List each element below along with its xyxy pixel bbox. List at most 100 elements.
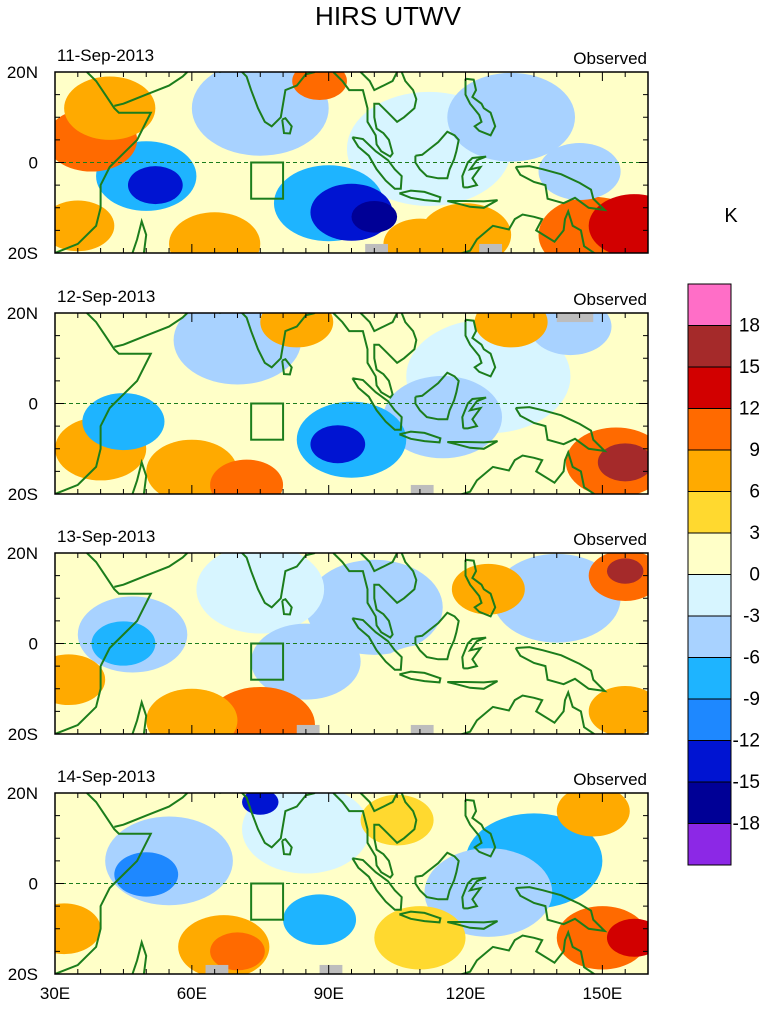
missing-data xyxy=(410,724,434,734)
y-tick-label: 20N xyxy=(7,63,38,82)
coastline xyxy=(459,929,596,974)
coastline xyxy=(464,558,497,618)
anomaly-contour xyxy=(606,558,644,584)
y-tick-label: 0 xyxy=(29,635,38,654)
anomaly-contour xyxy=(242,793,370,874)
coastline xyxy=(399,670,442,684)
panel-label: Observed xyxy=(573,290,647,309)
colorbar-swatch xyxy=(687,823,732,866)
anomaly-contour xyxy=(292,72,347,101)
missing-data xyxy=(410,484,434,494)
colorbar-swatch xyxy=(687,532,732,575)
coastline xyxy=(414,851,460,901)
x-tick-label: 150E xyxy=(583,984,623,1003)
coastline xyxy=(131,938,148,974)
colorbar-label: -6 xyxy=(743,648,760,669)
anomaly-contour xyxy=(383,375,503,459)
anomaly-contour xyxy=(556,793,630,837)
anomaly-contour xyxy=(447,72,576,162)
y-tick-label: 20N xyxy=(7,544,38,563)
coastline xyxy=(447,920,498,930)
colorbar-label: 15 xyxy=(739,357,760,378)
anomaly-contour xyxy=(588,686,648,734)
anomaly-contour xyxy=(196,553,325,634)
colorbar-label: 0 xyxy=(749,565,760,586)
field xyxy=(55,72,648,253)
colorbar-swatch xyxy=(687,449,732,492)
colorbar-label: -18 xyxy=(733,814,760,835)
anomaly-contour xyxy=(538,143,621,201)
missing-data xyxy=(296,724,320,734)
coastline xyxy=(281,357,293,376)
units-label: K xyxy=(724,205,738,227)
x-tick-label: 120E xyxy=(446,984,486,1003)
coastline xyxy=(351,617,403,671)
coastline xyxy=(447,440,498,450)
anomaly-contour xyxy=(55,654,106,706)
coastline xyxy=(332,793,418,879)
colorbar-label: -12 xyxy=(733,731,760,752)
anomaly-contour xyxy=(492,553,621,643)
colorbar-swatch xyxy=(687,615,732,658)
anomaly-contour xyxy=(360,794,434,846)
coastline xyxy=(332,313,418,399)
panel-date: 12-Sep-2013 xyxy=(57,287,155,306)
coastline xyxy=(461,636,487,670)
colorbar-label: -15 xyxy=(733,772,760,793)
field xyxy=(55,553,648,734)
anomaly-contour xyxy=(210,459,284,494)
study-box xyxy=(250,882,285,921)
anomaly-contour xyxy=(82,393,165,451)
anomaly-contour xyxy=(474,313,548,348)
colorbar-label: 3 xyxy=(749,523,760,544)
panel: 20N 0 20S 12-Sep-2013 Observed xyxy=(7,287,649,504)
anomaly-contour xyxy=(451,563,525,615)
colorbar-label: -9 xyxy=(743,689,760,710)
anomaly-contour xyxy=(283,894,357,946)
anomaly-contour xyxy=(597,443,648,482)
panel-date: 13-Sep-2013 xyxy=(57,527,155,546)
anomaly-contour xyxy=(91,621,156,666)
y-tick-label: 0 xyxy=(29,154,38,173)
coastline xyxy=(55,793,153,974)
panel-date: 11-Sep-2013 xyxy=(57,46,154,65)
anomaly-contour xyxy=(169,212,261,253)
coastline xyxy=(414,371,460,421)
coastline xyxy=(459,689,596,734)
missing-data xyxy=(365,243,388,253)
panel: 20N 0 20S 11-Sep-2013 Observed xyxy=(7,46,649,263)
anomaly-contour xyxy=(606,918,648,957)
panel-date: 14-Sep-2013 xyxy=(57,767,155,786)
coastline xyxy=(459,208,596,253)
coastline xyxy=(219,313,316,369)
anomaly-contour xyxy=(127,166,183,205)
colorbar-swatch xyxy=(687,574,732,617)
coastline xyxy=(219,553,316,609)
colorbar-swatch xyxy=(687,283,732,326)
coastline xyxy=(219,793,316,849)
panel: 20N 0 20S 14-Sep-2013 Observed 30E 60E 90E 120E 1… xyxy=(7,767,649,1003)
coastline xyxy=(55,553,153,734)
anomaly-contour xyxy=(374,906,466,970)
anomaly-contour xyxy=(260,313,334,348)
coastline xyxy=(447,199,498,209)
coastline xyxy=(459,449,596,494)
colorbar-swatch xyxy=(687,781,732,824)
anomaly-contour xyxy=(64,76,156,140)
coastline xyxy=(514,886,608,933)
panel-label: Observed xyxy=(573,49,647,68)
colorbar-label: 6 xyxy=(749,482,760,503)
coastline xyxy=(461,876,487,910)
missing-data xyxy=(319,964,343,974)
coastline xyxy=(114,793,188,828)
y-tick-label: 20N xyxy=(7,304,38,323)
coastline xyxy=(514,406,608,453)
y-tick-label: 20S xyxy=(8,485,38,504)
chart-title: HIRS UTWV xyxy=(315,1,462,31)
coastline xyxy=(414,611,460,661)
anomaly-contour xyxy=(529,313,612,356)
coastline xyxy=(131,217,148,253)
coastline xyxy=(114,313,188,348)
coastline xyxy=(464,798,497,858)
anomaly-contour xyxy=(310,425,366,464)
